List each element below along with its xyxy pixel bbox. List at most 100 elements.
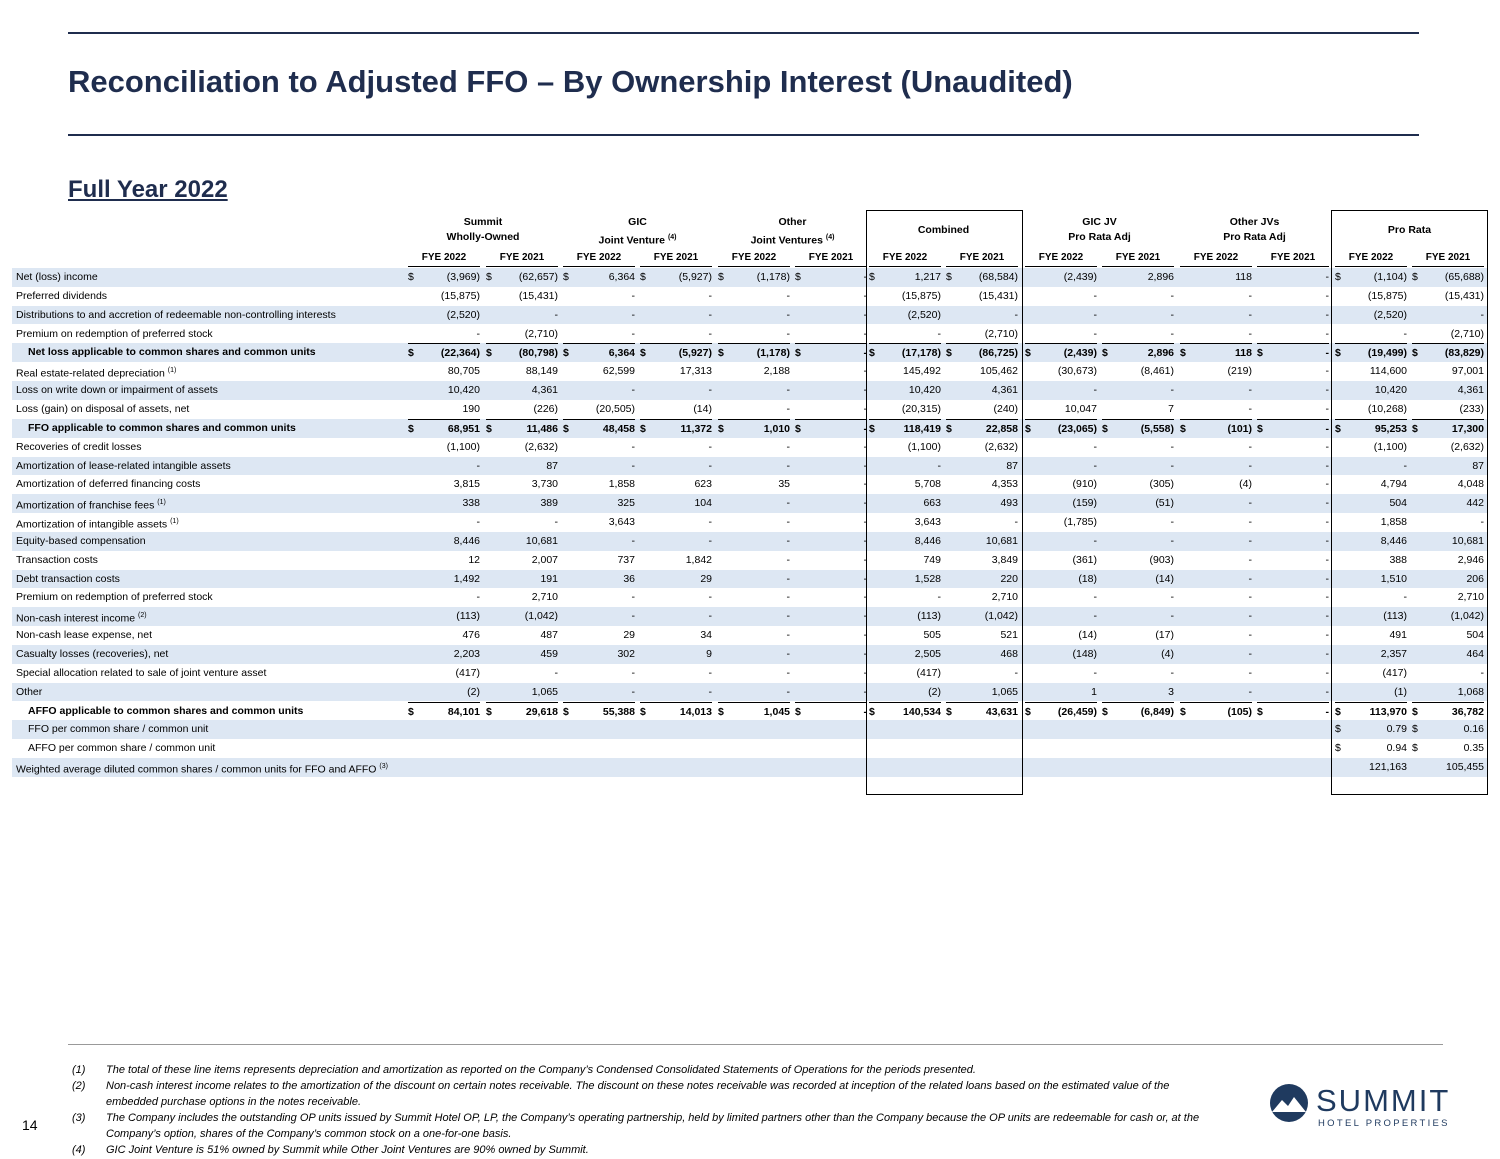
cell: - [718,400,791,418]
row-label: Transaction costs [16,551,98,569]
cell-value: 10,681 [985,534,1018,547]
currency-sign: $ [1025,422,1031,435]
cell-value: (240) [993,402,1018,415]
cell-value: - [786,402,791,415]
cell: 105,462 [946,362,1018,380]
group-header-text: Other JVs [1229,216,1280,228]
currency-sign: $ [1025,705,1031,718]
currency-sign: $ [718,347,724,360]
cell: 504 [1412,626,1484,644]
cell: - [1412,306,1485,324]
cell-value: - [1325,440,1330,453]
cell: - [640,513,713,531]
row-label-text: Amortization of lease-related intangible… [16,459,231,472]
cell-value: - [1325,327,1330,340]
row-label: Premium on redemption of preferred stock [16,588,213,606]
cell-value: (1,042) [524,610,558,623]
cell: - [1335,588,1408,606]
cell: 623 [640,475,712,493]
cell-value: - [1093,384,1098,397]
row-label: Loss on write down or impairment of asse… [16,381,218,399]
currency-sign: $ [869,271,875,283]
cell-value: 338 [462,497,480,510]
cell: - [640,325,713,343]
cell: 8,446 [408,532,480,550]
cell-value: 17,313 [679,365,712,378]
cell: - [1257,475,1330,493]
cell-value: (910) [1072,478,1097,491]
cell-value: - [863,516,868,529]
cell-value: - [786,648,791,660]
cell-value: - [1093,327,1098,340]
cell: 749 [869,551,941,569]
cell-value: - [863,459,868,472]
cell: (1,042) [486,607,558,625]
cell: $68,951 [408,418,480,437]
row-label: Other [16,683,42,701]
cell-value: (15,431) [978,289,1018,302]
row-label-text: Amortization of deferred financing costs [16,478,201,491]
cell: - [1102,664,1175,682]
cell: - [718,381,791,399]
cell-value: - [1248,308,1253,321]
cell: - [795,626,868,644]
row-label-text: Net (loss) income [16,271,98,283]
cell: (2,520) [1335,306,1407,324]
cell-value: 48,458 [602,422,635,435]
cell: 62,599 [563,362,635,380]
logo-tagline: HOTEL PROPERTIES [1318,1118,1450,1129]
cell: - [795,570,868,588]
cell-value: - [1248,648,1253,660]
cell-value: - [863,308,868,321]
cell-value: (113) [456,610,480,623]
cell: - [1180,588,1253,606]
cell-value: (361) [1072,553,1097,566]
cell: - [1102,287,1175,305]
row-label-text: Non-cash interest income [16,612,136,625]
currency-sign: $ [946,705,952,718]
cell-value: 80,705 [447,365,480,378]
cell: - [486,513,559,531]
cell-value: - [1093,440,1098,453]
row-label-text: Preferred dividends [16,289,108,302]
cell: - [718,570,791,588]
cell: 459 [486,645,558,663]
currency-sign: $ [869,705,875,718]
cell-value: 2,203 [453,648,480,660]
cell-value: - [1325,591,1330,604]
cell: $6,364 [563,343,635,361]
cell: (20,505) [563,400,635,418]
cell-value: - [708,516,713,529]
cell: - [1180,381,1253,399]
cell-value: - [1325,347,1330,360]
row-shade [12,494,1488,513]
cell: (51) [1102,494,1174,512]
cell: 35 [718,475,790,493]
row-label: Debt transaction costs [16,570,120,588]
currency-sign: $ [869,347,875,360]
cell: $0.79 [1335,720,1407,738]
cell-value: 8,446 [1380,534,1407,547]
cell-value: 118 [1235,347,1252,360]
cell: - [1180,325,1253,343]
cell: 388 [1335,551,1407,569]
cell-value: (2,520) [907,308,941,321]
cell: - [718,645,791,663]
cell: 10,681 [486,532,558,550]
row-label-text: FFO applicable to common shares and comm… [28,421,296,434]
group-header-line: Pro Rata [1335,223,1484,238]
row-label: Amortization of franchise fees (1) [16,494,166,512]
footnote-text: GIC Joint Venture is 51% owned by Summit… [106,1144,589,1156]
cell-value: - [937,591,942,604]
cell-value: 476 [462,629,480,642]
cell-value: (1,785) [1063,516,1097,529]
cell-value: - [708,591,713,604]
footnote-number: (3) [72,1112,86,1124]
group-header: Other JVs Pro Rata Adj [1180,215,1329,245]
cell: (14) [1102,570,1174,588]
row-label: Loss (gain) on disposal of assets, net [16,400,189,418]
cell: 1,065 [946,683,1018,701]
cell: - [795,457,868,475]
cell-value: 2,357 [1380,648,1407,660]
cell-value: 1,858 [1380,516,1407,529]
